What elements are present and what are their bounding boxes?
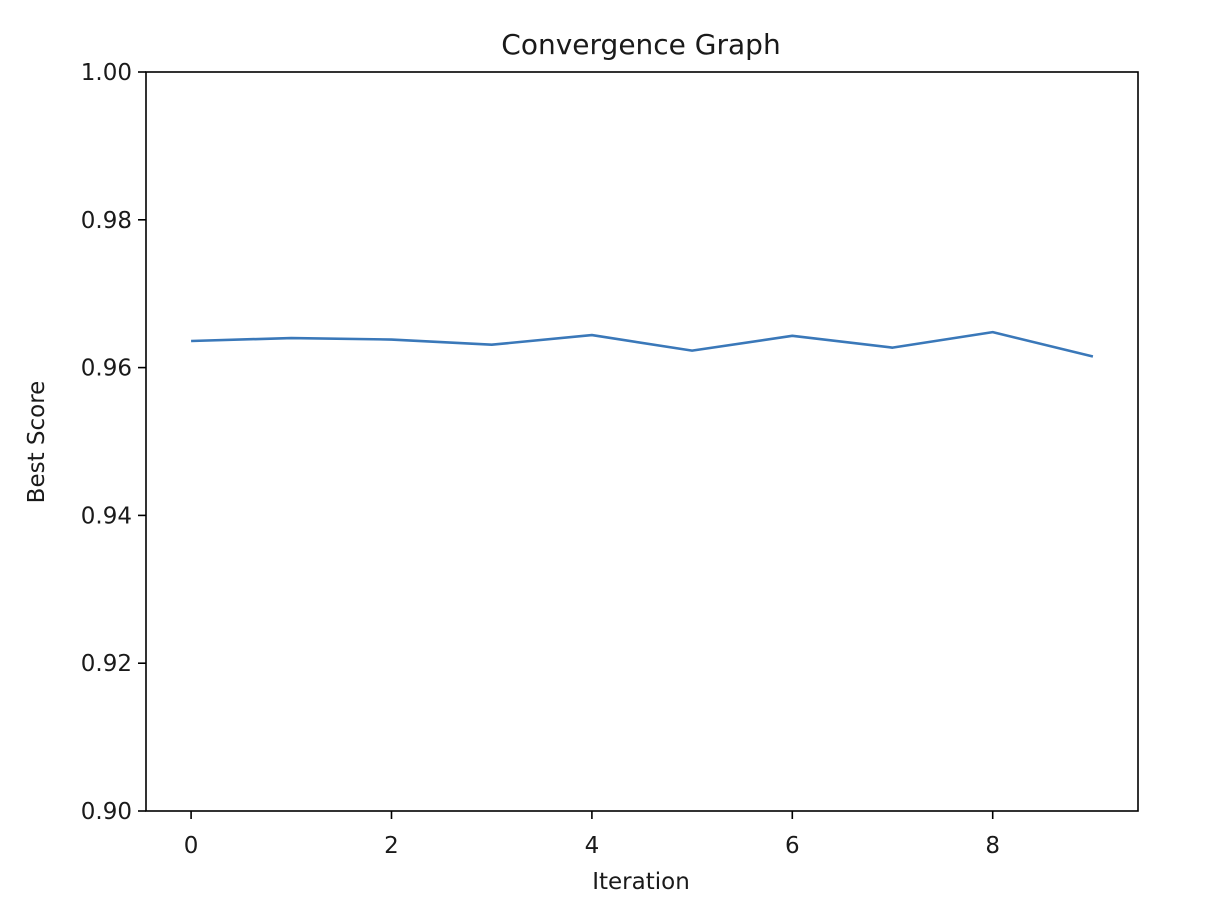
- x-axis-ticks: 0 2 4 6 8: [184, 811, 1000, 859]
- plot-area: [145, 71, 1139, 812]
- y-tick-label: 0.92: [81, 651, 132, 677]
- axes-frame: [145, 71, 1139, 812]
- x-tick-label: 0: [184, 833, 199, 859]
- series-layer: [191, 330, 1094, 358]
- y-axis-label: Best Score: [24, 381, 50, 504]
- series-line: [191, 330, 1094, 358]
- y-tick-label: 0.96: [81, 356, 132, 382]
- x-axis-label: Iteration: [592, 869, 690, 895]
- x-tick-label: 6: [785, 833, 800, 859]
- y-tick-label: 0.94: [81, 503, 132, 529]
- y-tick-label: 1.00: [81, 60, 132, 86]
- y-axis-ticks: 0.90 0.92 0.94 0.96 0.98 1.00: [81, 60, 146, 825]
- x-tick-label: 2: [384, 833, 399, 859]
- x-tick-label: 8: [985, 833, 1000, 859]
- y-tick-label: 0.90: [81, 799, 132, 825]
- x-tick-label: 4: [585, 833, 600, 859]
- chart-title: Convergence Graph: [501, 28, 780, 61]
- y-tick-label: 0.98: [81, 208, 132, 234]
